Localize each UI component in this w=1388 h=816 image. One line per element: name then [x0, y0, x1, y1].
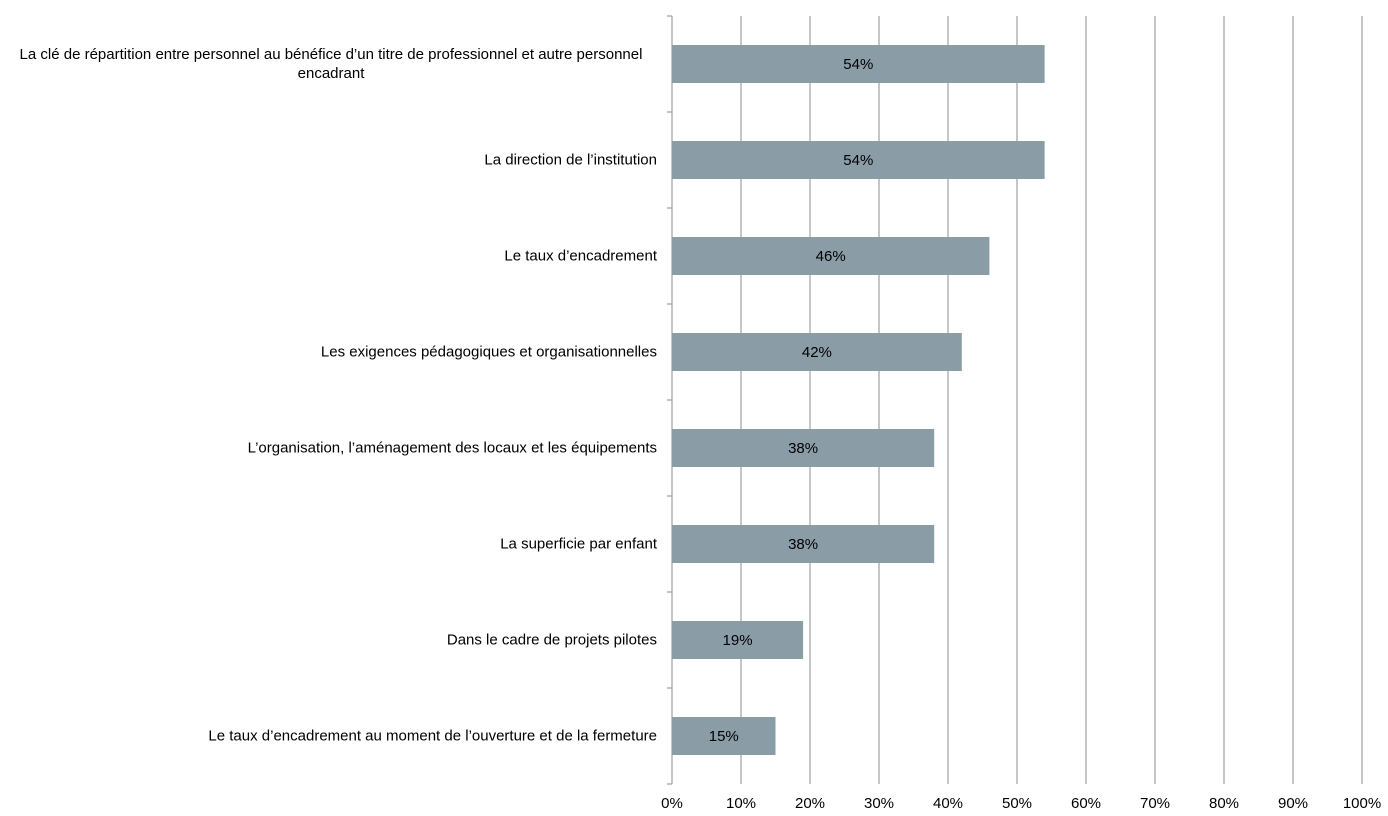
x-tick-label: 20%: [795, 795, 825, 812]
y-tick-label: Les exigences pédagogiques et organisati…: [320, 343, 657, 361]
y-tick-label: Le taux d’encadrement au moment de l’ouv…: [208, 727, 657, 745]
x-tick-label: 60%: [1071, 795, 1101, 812]
bar: [672, 717, 776, 755]
y-tick-label: La superficie par enfant: [500, 535, 657, 553]
bar: [672, 333, 962, 371]
x-tick-label: 70%: [1140, 795, 1170, 812]
bar: [672, 525, 935, 563]
x-tick-label: 40%: [933, 795, 963, 812]
bar: [672, 45, 1045, 83]
y-tick-label: Dans le cadre de projets pilotes: [446, 631, 657, 649]
bar: [672, 429, 935, 467]
x-tick-label: 90%: [1278, 795, 1308, 812]
bar-value-label: 46%: [816, 248, 846, 265]
y-tick-label: La clé de répartition entre personnel au…: [19, 46, 643, 82]
bar-value-label: 38%: [788, 536, 818, 553]
bar: [672, 237, 990, 275]
x-tick-label: 0%: [661, 795, 683, 812]
x-tick-label: 100%: [1343, 795, 1381, 812]
x-tick-label: 10%: [726, 795, 756, 812]
bar-value-label: 42%: [802, 344, 832, 361]
y-tick-label: La direction de l’institution: [484, 151, 657, 169]
bar: [672, 621, 804, 659]
bar-value-label: 19%: [723, 632, 753, 649]
x-tick-label: 50%: [1002, 795, 1032, 812]
y-tick-label: L’organisation, l’aménagement des locaux…: [247, 439, 657, 457]
bar-value-label: 54%: [843, 56, 873, 73]
bar: [672, 141, 1045, 179]
x-tick-label: 80%: [1209, 795, 1239, 812]
bar-value-label: 15%: [709, 728, 739, 745]
x-tick-label: 30%: [864, 795, 894, 812]
bar-value-label: 54%: [843, 152, 873, 169]
y-tick-label: Le taux d’encadrement: [504, 247, 657, 265]
bar-value-label: 38%: [788, 440, 818, 457]
